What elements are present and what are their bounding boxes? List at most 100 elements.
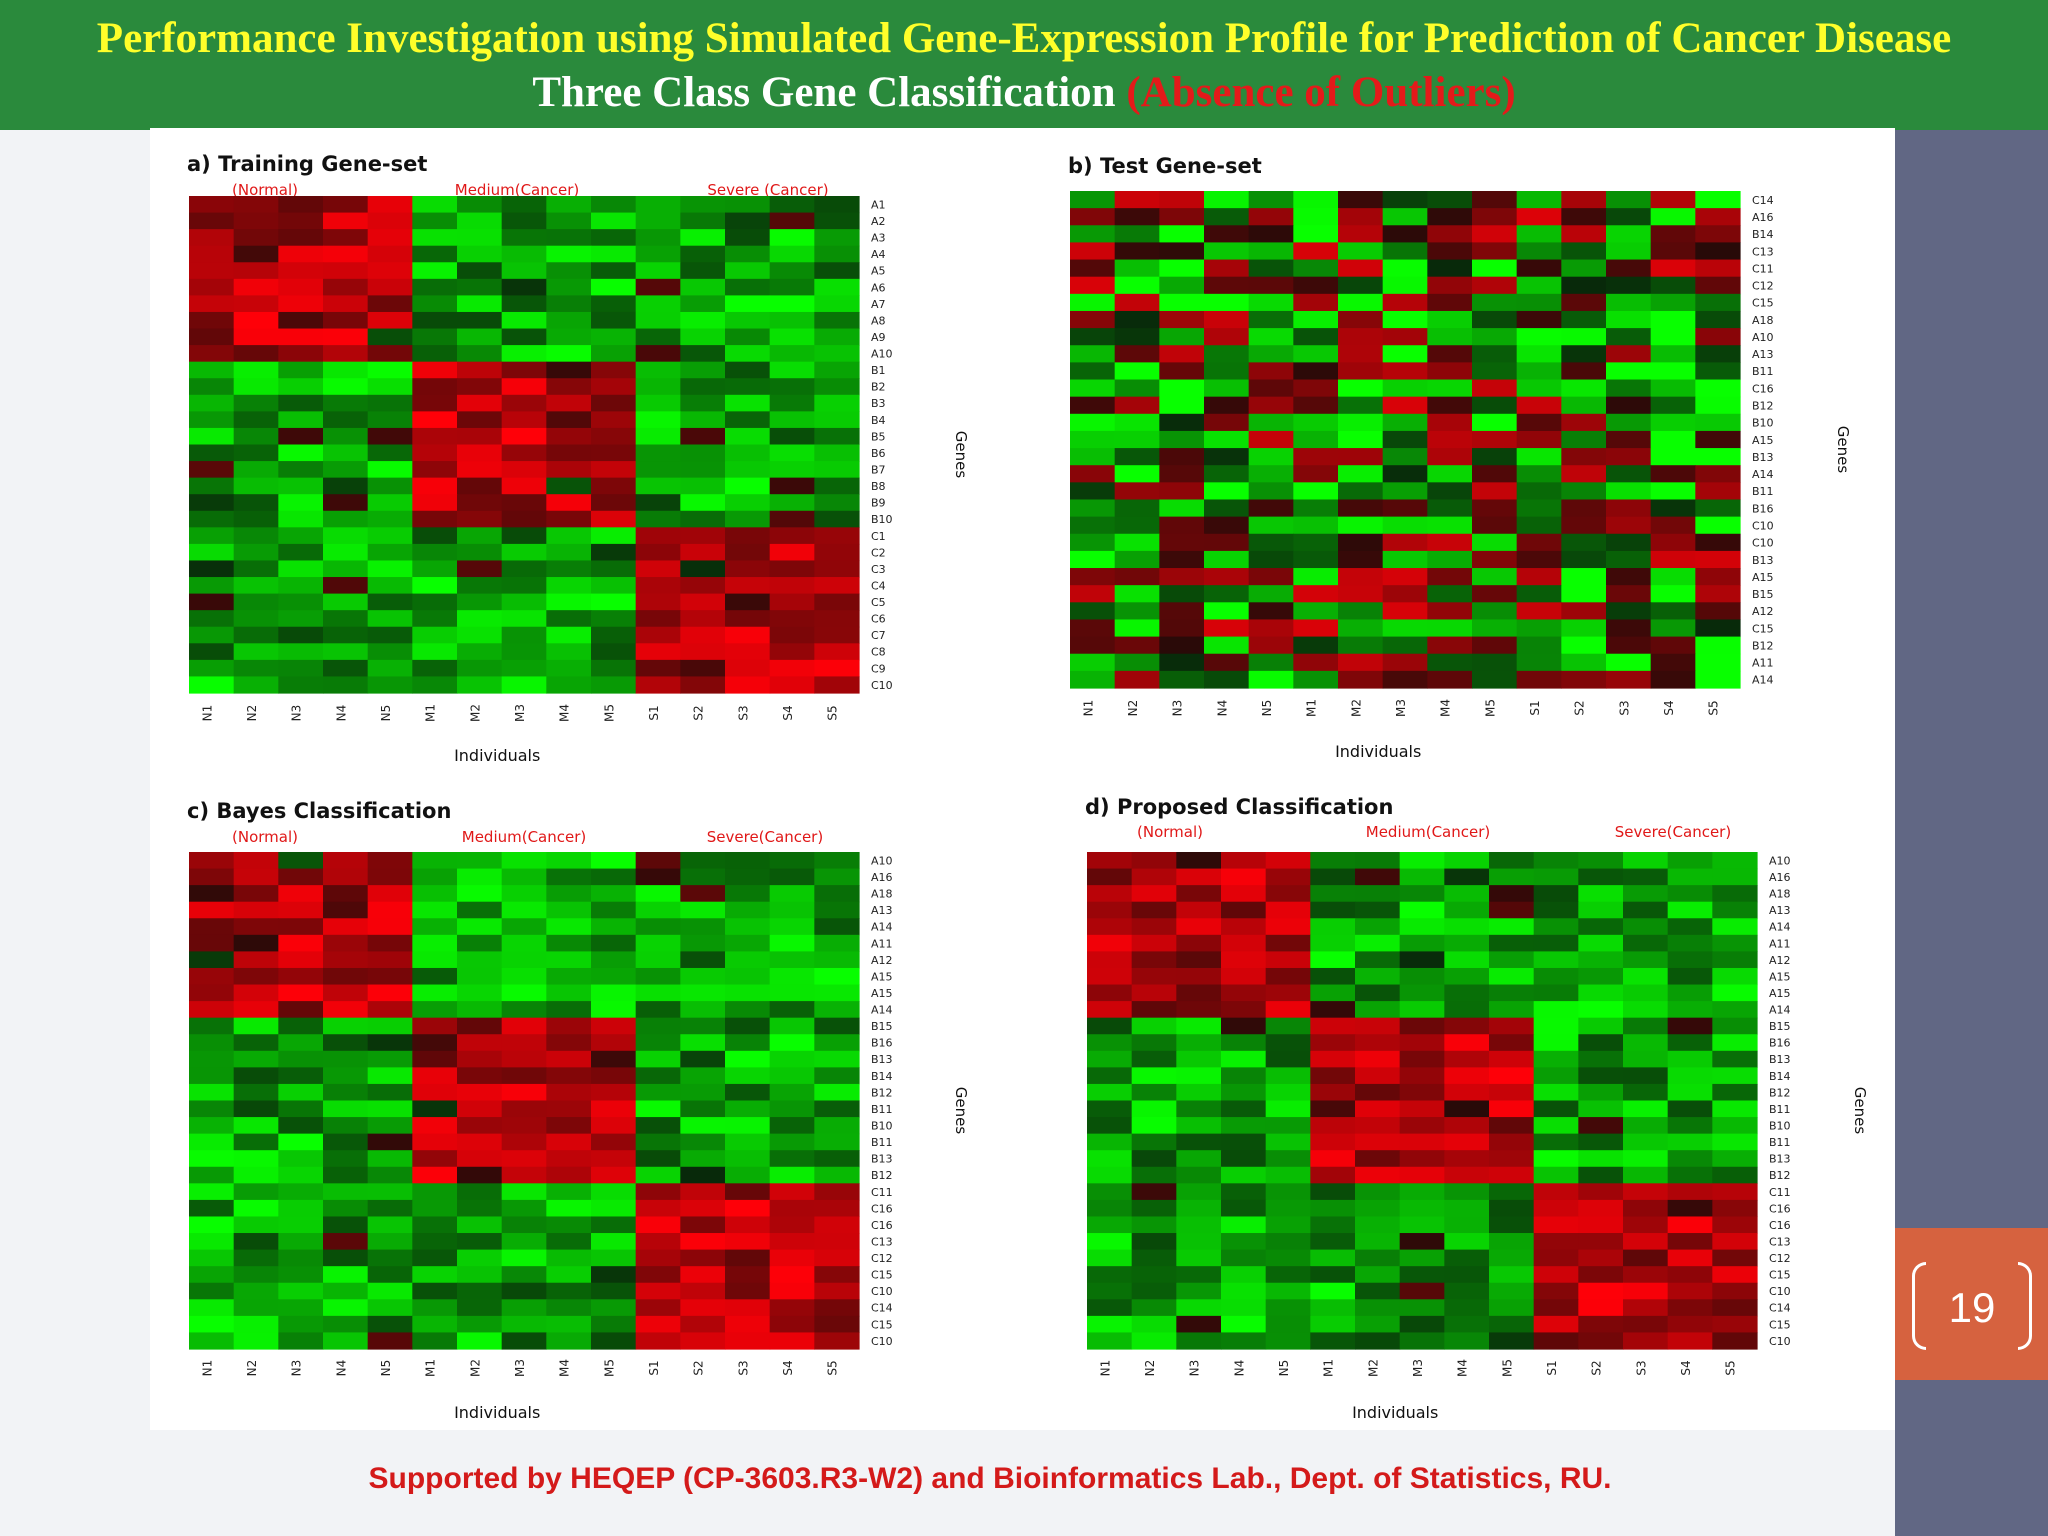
heatmap-cell [1712, 1332, 1758, 1350]
heatmap-cell [323, 295, 369, 313]
gene-label: A5 [871, 265, 886, 278]
heatmap-cell [412, 1017, 458, 1035]
heatmap-cell [233, 626, 279, 644]
heatmap-cell [1310, 1001, 1356, 1019]
heatmap-cell [1087, 1183, 1133, 1201]
heatmap-cell [278, 659, 324, 678]
heatmap-cell [233, 1233, 279, 1251]
heatmap-cell [680, 1133, 726, 1151]
heatmap-cell [1444, 1266, 1490, 1284]
heatmap-cell [546, 394, 592, 412]
heatmap-cell [1712, 885, 1758, 903]
heatmap-cell [367, 1233, 413, 1251]
heatmap-cell [1712, 967, 1758, 986]
heatmap-cell [457, 560, 503, 578]
heatmap-cell [546, 967, 592, 986]
heatmap-cell [591, 1166, 637, 1184]
heatmap-cell [1606, 396, 1652, 415]
gene-label: B13 [871, 1053, 893, 1066]
heatmap-cell [769, 378, 815, 396]
heatmap-cell [1472, 482, 1518, 501]
heatmap-cell [412, 527, 458, 545]
heatmap-cell [1667, 1299, 1713, 1317]
individual-label: N4 [334, 1360, 348, 1377]
heatmap-cell [412, 1332, 458, 1350]
heatmap-cell [769, 1299, 815, 1317]
heatmap-cell [1355, 1199, 1401, 1218]
heatmap-cell [1204, 208, 1250, 226]
heatmap-cell [1516, 259, 1562, 278]
heatmap-cell [1087, 1133, 1133, 1151]
heatmap-cell [635, 1183, 681, 1201]
heatmap-cell [278, 1017, 324, 1035]
heatmap-cell [1114, 191, 1160, 209]
heatmap-cell [1221, 1150, 1267, 1168]
heatmap-cell [814, 951, 860, 969]
heatmap-cell [635, 461, 681, 479]
heatmap-cell [1623, 885, 1669, 903]
heatmap-cell [635, 1233, 681, 1251]
heatmap-cell [367, 1083, 413, 1102]
heatmap-cell [1176, 868, 1222, 886]
heatmap-cell [546, 1050, 592, 1068]
heatmap-cell [1650, 533, 1696, 552]
heatmap-cell [1265, 1299, 1311, 1317]
heatmap-cell [323, 918, 369, 936]
heatmap-cell [546, 1117, 592, 1135]
individual-label: N1 [200, 1360, 214, 1377]
heatmap-cell [189, 411, 235, 429]
heatmap-cell [1248, 636, 1294, 655]
heatmap-cell [1561, 533, 1607, 552]
gene-label: C14 [1769, 1302, 1791, 1315]
heatmap-cell [1087, 934, 1133, 952]
heatmap-cell [1131, 1100, 1177, 1118]
heatmap-cell [1293, 430, 1339, 449]
heatmap-cell [412, 610, 458, 628]
heatmap-cell [278, 626, 324, 644]
gene-label: B1 [871, 364, 886, 377]
heatmap-cell [1265, 885, 1311, 903]
heatmap-cell [1623, 1100, 1669, 1118]
heatmap-cell [1489, 1017, 1535, 1035]
heatmap-cell [1623, 1117, 1669, 1135]
heatmap-cell [1382, 448, 1428, 466]
heatmap-cell [412, 643, 458, 661]
heatmap-cell [501, 328, 547, 346]
heatmap-cell [1650, 259, 1696, 278]
heatmap-cell [1695, 533, 1741, 552]
individual-label: M1 [1322, 1359, 1336, 1377]
heatmap-cell [1533, 1117, 1579, 1135]
heatmap-cell [1355, 1133, 1401, 1151]
gene-label: B12 [1752, 639, 1774, 652]
heatmap-cell [1561, 208, 1607, 226]
heatmap-cell [1695, 465, 1741, 483]
individual-label: S5 [1724, 1360, 1738, 1375]
individual-label: N5 [1260, 700, 1274, 717]
heatmap-cell [1444, 967, 1490, 986]
heatmap-cell [1489, 852, 1535, 870]
heatmap-cell [412, 1216, 458, 1234]
heatmap-cell [1561, 396, 1607, 415]
heatmap-cell [635, 1150, 681, 1168]
heatmap-cell [1338, 276, 1384, 295]
heatmap-cell [1712, 951, 1758, 969]
heatmap-cell [1399, 1299, 1445, 1317]
heatmap-cell [680, 345, 726, 363]
heatmap-cell [1131, 1199, 1177, 1218]
heatmap-cell [1623, 1017, 1669, 1035]
heatmap-cell [1516, 499, 1562, 518]
heatmap-cell [1399, 1083, 1445, 1102]
heatmap-cell [1444, 1183, 1490, 1201]
heatmap-cell [680, 918, 726, 936]
heatmap-cell [591, 510, 637, 528]
heatmap-cell [546, 378, 592, 396]
individual-label: N1 [1098, 1360, 1112, 1377]
heatmap-cell [1070, 568, 1116, 586]
heatmap-cell [1712, 1050, 1758, 1068]
heatmap-cell [1382, 550, 1428, 569]
heatmap-cell [591, 262, 637, 280]
gene-label: B3 [871, 397, 886, 410]
heatmap-cell [1489, 951, 1535, 969]
heatmap-cell [725, 212, 771, 230]
heatmap-cell [1221, 984, 1267, 1002]
